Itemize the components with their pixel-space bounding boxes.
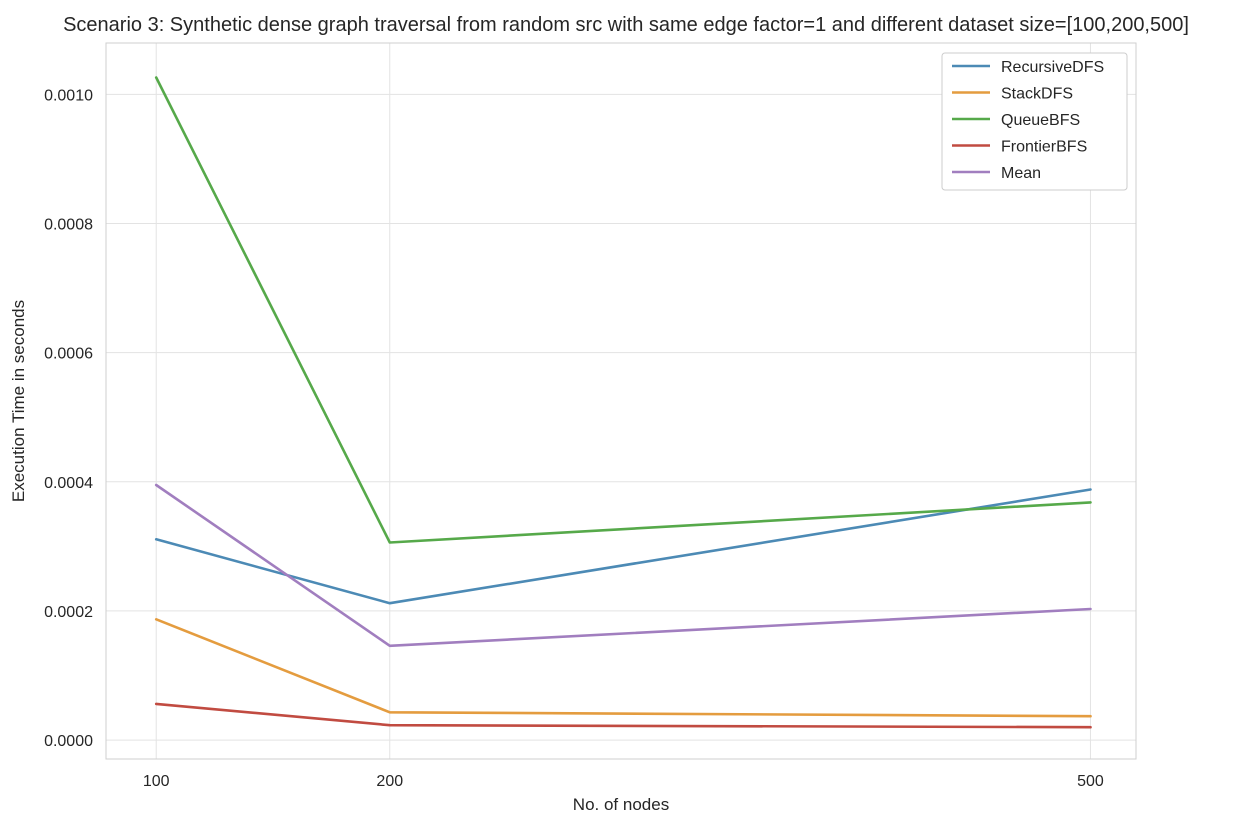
y-tick-label: 0.0002 [44, 604, 93, 621]
y-tick-label: 0.0008 [44, 216, 93, 233]
series-line-queuebfs [154, 76, 1092, 544]
legend: RecursiveDFS StackDFS QueueBFS FrontierBFS M… [941, 52, 1128, 191]
x-tick-label: 200 [376, 773, 403, 790]
y-tick-label: 0.0000 [44, 733, 93, 750]
legend-label-stackdfs: StackDFS [1001, 86, 1073, 103]
series-layer [154, 76, 1092, 729]
x-tick-label: 100 [143, 773, 170, 790]
x-axis-label: No. of nodes [573, 795, 669, 814]
legend-label-queuebfs: QueueBFS [1001, 112, 1080, 129]
legend-label-mean: Mean [1001, 165, 1041, 182]
series-line-recursivedfs [154, 488, 1092, 605]
y-tick-label: 0.0010 [44, 87, 93, 104]
y-tick-label: 0.0006 [44, 346, 93, 363]
tick-layer: 100 200 500 0.0000 0.0002 0.0004 0.0006 0.0008 0… [44, 87, 1104, 790]
series-line-frontierbfs [154, 702, 1092, 729]
y-tick-label: 0.0004 [44, 475, 93, 492]
series-line-stackdfs [154, 617, 1092, 718]
legend-label-recursivedfs: RecursiveDFS [1001, 59, 1104, 76]
legend-label-frontierbfs: FrontierBFS [1001, 139, 1087, 156]
series-line-mean [154, 483, 1092, 648]
legend-box [941, 52, 1128, 191]
chart-title: Scenario 3: Synthetic dense graph traver… [63, 14, 1189, 36]
x-tick-label: 500 [1077, 773, 1104, 790]
y-axis-label: Execution Time in seconds [9, 300, 28, 502]
plot-frame [105, 42, 1137, 760]
